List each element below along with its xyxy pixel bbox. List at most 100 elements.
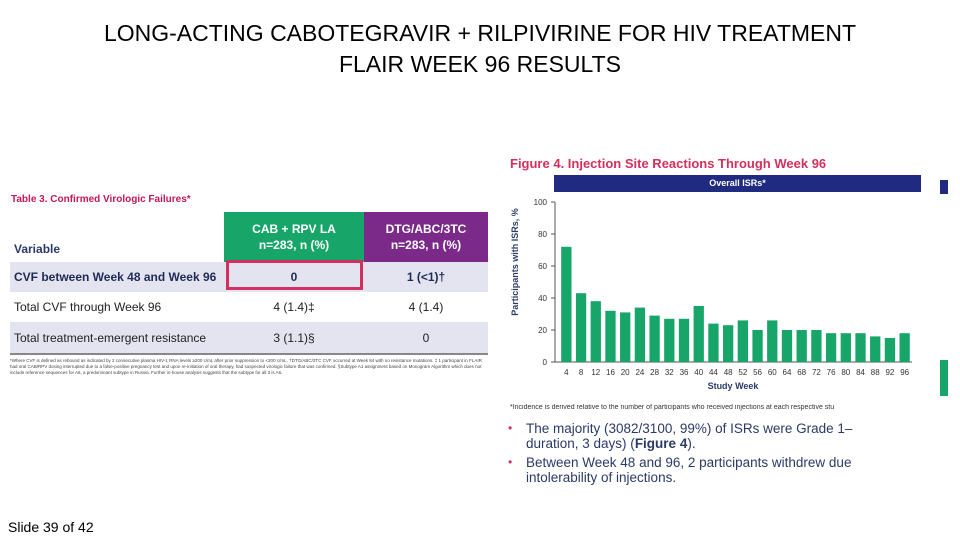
row-dtg-abc-value: 4 (1.4): [408, 300, 444, 314]
header-variable: Variable: [14, 242, 61, 256]
bar: [737, 320, 749, 362]
x-tick-label: 52: [738, 368, 747, 377]
x-tick-label: 16: [606, 368, 615, 377]
bullet-line: duration, 3 days) (: [526, 436, 635, 451]
bullet-line: ).: [687, 436, 696, 451]
row-label: Total treatment-emergent resistance: [14, 331, 207, 345]
header-dtg-abc: DTG/ABC/3TC n=283, n (%): [364, 212, 488, 262]
row-cab-rpv-value: 4 (1.4)‡: [273, 300, 315, 314]
bullet-item: • The majority (3082/3100, 99%) of ISRs …: [508, 421, 953, 451]
header-cab-rpv-line2: n=283, n (%): [258, 238, 330, 252]
bullet-line: The majority (3082/3100, 99%) of ISRs we…: [526, 421, 853, 436]
bar: [899, 333, 910, 362]
bar: [649, 315, 660, 362]
row-cab-rpv-value: 0: [290, 270, 298, 284]
bar: [693, 306, 704, 362]
x-tick-label: 88: [871, 368, 880, 377]
row-dtg-abc-value: 1 (<1)†: [406, 270, 446, 284]
y-tick-label: 40: [538, 294, 547, 303]
y-axis-label: Participants with ISRs, %: [510, 208, 520, 316]
bullet-line: intolerability of injections.: [526, 470, 677, 485]
bar: [811, 330, 822, 362]
x-tick-label: 32: [665, 368, 674, 377]
table-header-row: Variable CAB + RPV LA n=283, n (%) DTG/A…: [10, 212, 488, 262]
header-dtg-abc-line1: DTG/ABC/3TC: [385, 222, 467, 236]
bar: [575, 293, 587, 362]
bar: [870, 336, 881, 362]
bar: [796, 330, 807, 362]
bar: [722, 325, 734, 362]
bar: [664, 318, 675, 362]
row-dtg-abc-value: 0: [422, 331, 430, 345]
isr-bar-chart: Participants with ISRs, % Study Week 0 20…: [510, 198, 912, 391]
y-tick-label: 80: [538, 230, 547, 239]
bar: [678, 318, 690, 362]
bar: [884, 338, 896, 362]
x-tick-label: 56: [753, 368, 762, 377]
bar: [855, 333, 866, 362]
row-cab-rpv-value: 3 (1.1)§: [273, 331, 315, 345]
x-tick-label: 96: [900, 368, 909, 377]
x-tick-label: 44: [709, 368, 718, 377]
x-tick-label: 68: [797, 368, 806, 377]
slide-title-line1: LONG-ACTING CABOTEGRAVIR + RILPIVIRINE F…: [103, 20, 857, 46]
bar: [634, 307, 646, 362]
x-tick-label: 92: [885, 368, 894, 377]
x-tick-label: 8: [579, 368, 584, 377]
bar: [708, 323, 719, 362]
figure-banner: Overall ISRs*: [554, 175, 921, 192]
x-tick-label: 24: [635, 368, 644, 377]
table-bottom-rule: [10, 353, 488, 355]
x-tick-label: 48: [724, 368, 733, 377]
x-tick-label: 12: [591, 368, 600, 377]
x-tick-label: 80: [841, 368, 850, 377]
figure-ref: Figure 4: [634, 436, 688, 451]
bullet-marker-icon: •: [508, 455, 513, 469]
table-row: Total treatment-emergent resistance 3 (1…: [10, 322, 488, 354]
bar: [561, 246, 572, 362]
cropped-edge-mark: [940, 360, 948, 396]
figure-title: Figure 4. Injection Site Reactions Throu…: [510, 156, 827, 171]
x-tick-label: 76: [827, 368, 836, 377]
x-tick-label: 64: [783, 368, 792, 377]
header-cab-rpv-line1: CAB + RPV LA: [252, 222, 336, 236]
figure-note: *Incidence is derived relative to the nu…: [510, 404, 835, 411]
x-tick-label: 28: [650, 368, 659, 377]
bullet-list: • The majority (3082/3100, 99%) of ISRs …: [508, 421, 953, 489]
bullet-line: Between Week 48 and 96, 2 participants w…: [526, 455, 852, 470]
bar: [590, 301, 601, 362]
y-tick-label: 20: [538, 326, 547, 335]
cropped-edge-mark: [940, 180, 948, 194]
bar: [825, 333, 837, 362]
row-label: CVF between Week 48 and Week 96: [14, 270, 217, 284]
bar: [752, 330, 763, 362]
slide-title-line2: FLAIR WEEK 96 RESULTS: [338, 51, 622, 77]
slide-title: LONG-ACTING CABOTEGRAVIR + RILPIVIRINE F…: [0, 18, 960, 80]
y-tick-label: 60: [538, 262, 547, 271]
x-axis-label: Study Week: [708, 381, 760, 391]
y-tick-label: 0: [543, 358, 548, 367]
x-tick-label: 36: [680, 368, 689, 377]
bar: [620, 312, 631, 362]
highlight-box: [226, 260, 363, 290]
bar: [781, 330, 793, 362]
header-cab-rpv: CAB + RPV LA n=283, n (%): [224, 212, 364, 262]
x-tick-label: 40: [694, 368, 703, 377]
header-dtg-abc-line2: n=283, n (%): [390, 238, 462, 252]
bar: [605, 310, 616, 362]
table-caption: Table 3. Confirmed Virologic Failures*: [11, 194, 191, 205]
x-tick-label: 84: [856, 368, 865, 377]
x-tick-label: 20: [621, 368, 630, 377]
x-tick-label: 4: [564, 368, 569, 377]
bar: [840, 333, 851, 362]
table-row: Total CVF through Week 96 4 (1.4)‡ 4 (1.…: [10, 292, 488, 322]
table-footnote: *Where CVF is defined as rebound as indi…: [10, 358, 482, 375]
row-label: Total CVF through Week 96: [14, 300, 162, 314]
y-tick-label: 100: [534, 198, 548, 207]
slide-number: Slide 39 of 42: [8, 519, 94, 535]
x-tick-label: 60: [768, 368, 777, 377]
bullet-marker-icon: •: [508, 421, 513, 435]
x-tick-label: 72: [812, 368, 821, 377]
bar: [767, 320, 778, 362]
bullet-item: • Between Week 48 and 96, 2 participants…: [508, 455, 953, 485]
